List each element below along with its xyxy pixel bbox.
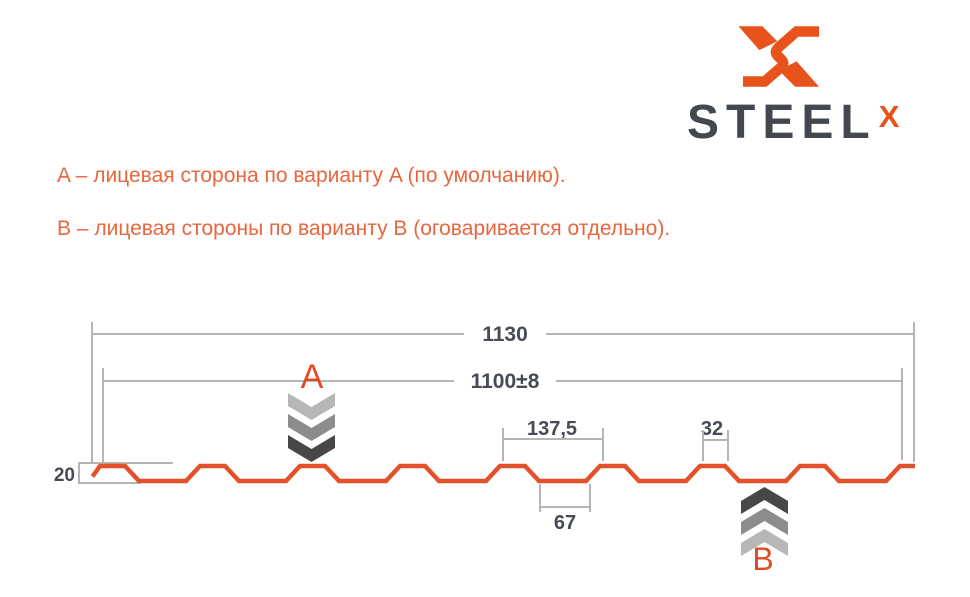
tick-rib-pitch-right bbox=[602, 428, 604, 461]
tick-bottom-flat-left bbox=[539, 484, 541, 512]
dim-line-overall-right bbox=[546, 333, 914, 335]
dim-overall-width-label: 1130 bbox=[482, 323, 528, 346]
extension-line-overall-right bbox=[913, 322, 915, 462]
dim-profile-height-label: 20 bbox=[53, 465, 75, 486]
dim-line-bottom-flat bbox=[539, 506, 590, 508]
dim-line-working-right bbox=[556, 380, 902, 382]
ref-line-profile-top bbox=[78, 462, 173, 464]
dim-line-overall-left bbox=[91, 333, 464, 335]
note-variant-b: B – лицевая стороны по варианту B (огова… bbox=[57, 217, 671, 240]
logo-x-superscript: X bbox=[878, 99, 900, 134]
logo-wordmark: STEEL X bbox=[687, 99, 899, 147]
bracket-profile-height bbox=[78, 462, 80, 483]
extension-line-working-right bbox=[901, 368, 903, 460]
dim-working-width-label: 1100±8 bbox=[470, 370, 540, 393]
variant-a-letter: A bbox=[300, 358, 324, 396]
note-variant-a: A – лицевая сторона по варианту A (по ум… bbox=[57, 164, 566, 187]
steelx-logo-icon bbox=[731, 20, 828, 93]
extension-line-overall-left bbox=[91, 322, 93, 462]
variant-b-arrows-up-icon bbox=[741, 487, 788, 556]
dim-bottom-flat-label: 67 bbox=[553, 512, 577, 534]
dim-rib-top-label: 32 bbox=[700, 418, 724, 440]
ref-line-profile-bottom bbox=[78, 482, 141, 484]
tick-rib-top-right bbox=[727, 430, 729, 461]
variant-b-letter: B bbox=[752, 541, 774, 577]
extension-line-working-left bbox=[102, 368, 104, 462]
dim-line-rib-top bbox=[702, 439, 728, 441]
tick-bottom-flat-right bbox=[589, 484, 591, 512]
logo-word-steel: STEEL bbox=[687, 96, 877, 149]
tick-rib-pitch-left bbox=[502, 428, 504, 461]
tick-rib-top-left bbox=[702, 430, 704, 461]
dim-line-rib-pitch bbox=[502, 438, 603, 440]
dim-line-working-left bbox=[102, 380, 454, 382]
variant-a-arrows-down-icon bbox=[288, 393, 335, 462]
dim-rib-pitch-label: 137,5 bbox=[526, 418, 578, 440]
